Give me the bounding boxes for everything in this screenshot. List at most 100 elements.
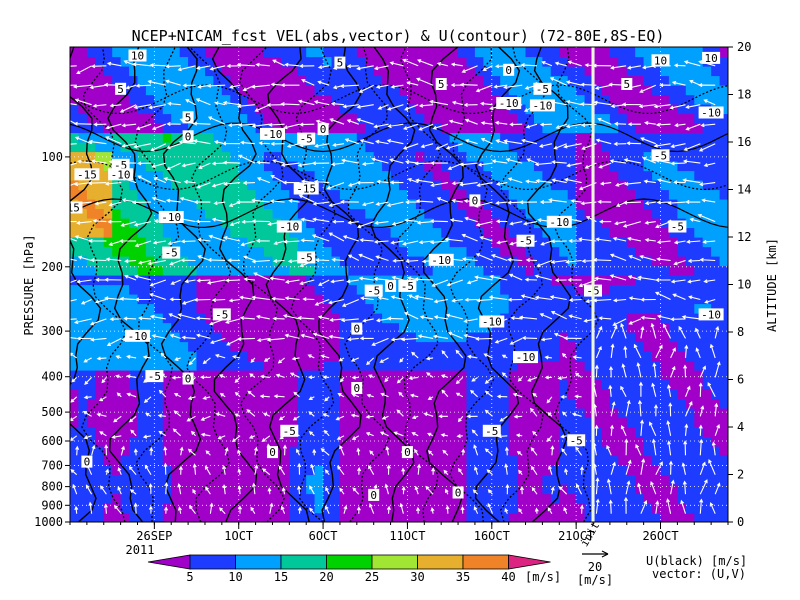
field-cell [626, 256, 636, 267]
field-cell [382, 417, 392, 428]
field-cell [196, 123, 206, 134]
field-cell [348, 170, 358, 181]
field-cell [399, 427, 408, 438]
field-cell [711, 142, 721, 153]
field-cell [525, 379, 535, 390]
field-cell [289, 398, 299, 409]
wind-vector [70, 65, 77, 67]
field-cell [559, 322, 569, 333]
field-cell [483, 227, 493, 238]
wind-vector [544, 375, 552, 380]
field-cell [500, 218, 510, 229]
field-cell [576, 322, 586, 333]
wind-vector [210, 337, 226, 345]
field-cell [154, 180, 164, 191]
field-cell [618, 94, 628, 105]
wind-vector [206, 83, 226, 88]
field-cell [162, 47, 172, 58]
wind-vector [714, 424, 721, 436]
wind-vectors [70, 58, 721, 515]
wind-vector [513, 414, 523, 419]
field-cell [407, 417, 417, 428]
wind-vector [532, 392, 538, 398]
field-cell [205, 47, 214, 58]
field-cell [643, 75, 653, 86]
wind-vector [181, 298, 196, 305]
field-cell [534, 322, 543, 333]
wind-vector [423, 412, 434, 417]
field-cell [483, 66, 493, 77]
field-cell [635, 265, 645, 276]
field-cell [323, 94, 333, 105]
field-cell [297, 47, 307, 58]
field-cell [348, 427, 358, 438]
field-cell [508, 427, 518, 438]
field-cell [70, 75, 79, 86]
field-cell [247, 284, 257, 295]
field-cell [331, 474, 341, 485]
field-cell [711, 208, 721, 219]
field-cell [154, 379, 164, 390]
field-cell [373, 303, 383, 314]
wind-vector [656, 314, 671, 320]
field-cell [348, 85, 358, 96]
field-cell [297, 94, 307, 105]
field-cell [542, 246, 552, 257]
field-cell [78, 275, 88, 286]
field-cell [390, 104, 400, 115]
field-cell [137, 170, 147, 181]
wind-vector [410, 393, 419, 398]
wind-vector [105, 136, 122, 145]
field-cell [382, 512, 392, 522]
wind-vector [229, 84, 241, 89]
field-cell [660, 370, 670, 381]
field-cell [626, 123, 636, 134]
field-cell [348, 151, 358, 162]
field-cell [441, 332, 451, 343]
field-cell [162, 104, 172, 115]
wind-vector [639, 254, 656, 262]
field-cell [103, 322, 113, 333]
field-cell [702, 436, 712, 447]
field-cell [129, 189, 139, 200]
field-cell [390, 379, 400, 390]
wind-vector [192, 121, 211, 126]
field-cell [95, 218, 105, 229]
field-cell [458, 237, 468, 248]
field-cell [702, 427, 712, 438]
wind-vector [376, 179, 389, 184]
field-cell [255, 189, 265, 200]
field-cell [635, 341, 645, 352]
wind-vector [346, 279, 359, 284]
field-cell [171, 351, 181, 362]
field-cell [78, 208, 88, 219]
field-cell [103, 303, 113, 314]
field-cell [517, 170, 527, 181]
wind-vector [242, 180, 255, 185]
field-cell [407, 47, 417, 58]
field-cell [205, 75, 214, 86]
field-cell [449, 351, 459, 362]
wind-vector [593, 100, 612, 106]
field-cell [660, 484, 670, 495]
field-cell [238, 56, 248, 67]
field-cell [466, 503, 476, 514]
wind-vector [445, 505, 450, 514]
wind-vector [239, 295, 255, 301]
field-cell [331, 161, 341, 172]
field-cell [635, 161, 645, 172]
field-cell [373, 465, 383, 476]
field-cell [668, 180, 678, 191]
wind-vector [563, 506, 568, 514]
wind-vector [654, 291, 671, 300]
field-cell [677, 484, 687, 495]
wind-vector [479, 101, 493, 106]
field-cell [112, 341, 122, 352]
wind-vector [211, 298, 226, 303]
wind-vector [96, 356, 107, 361]
wind-vector [686, 239, 701, 244]
field-cell [660, 379, 670, 390]
wind-vector [263, 357, 271, 362]
field-cell [323, 66, 333, 77]
wind-vector [572, 355, 582, 360]
